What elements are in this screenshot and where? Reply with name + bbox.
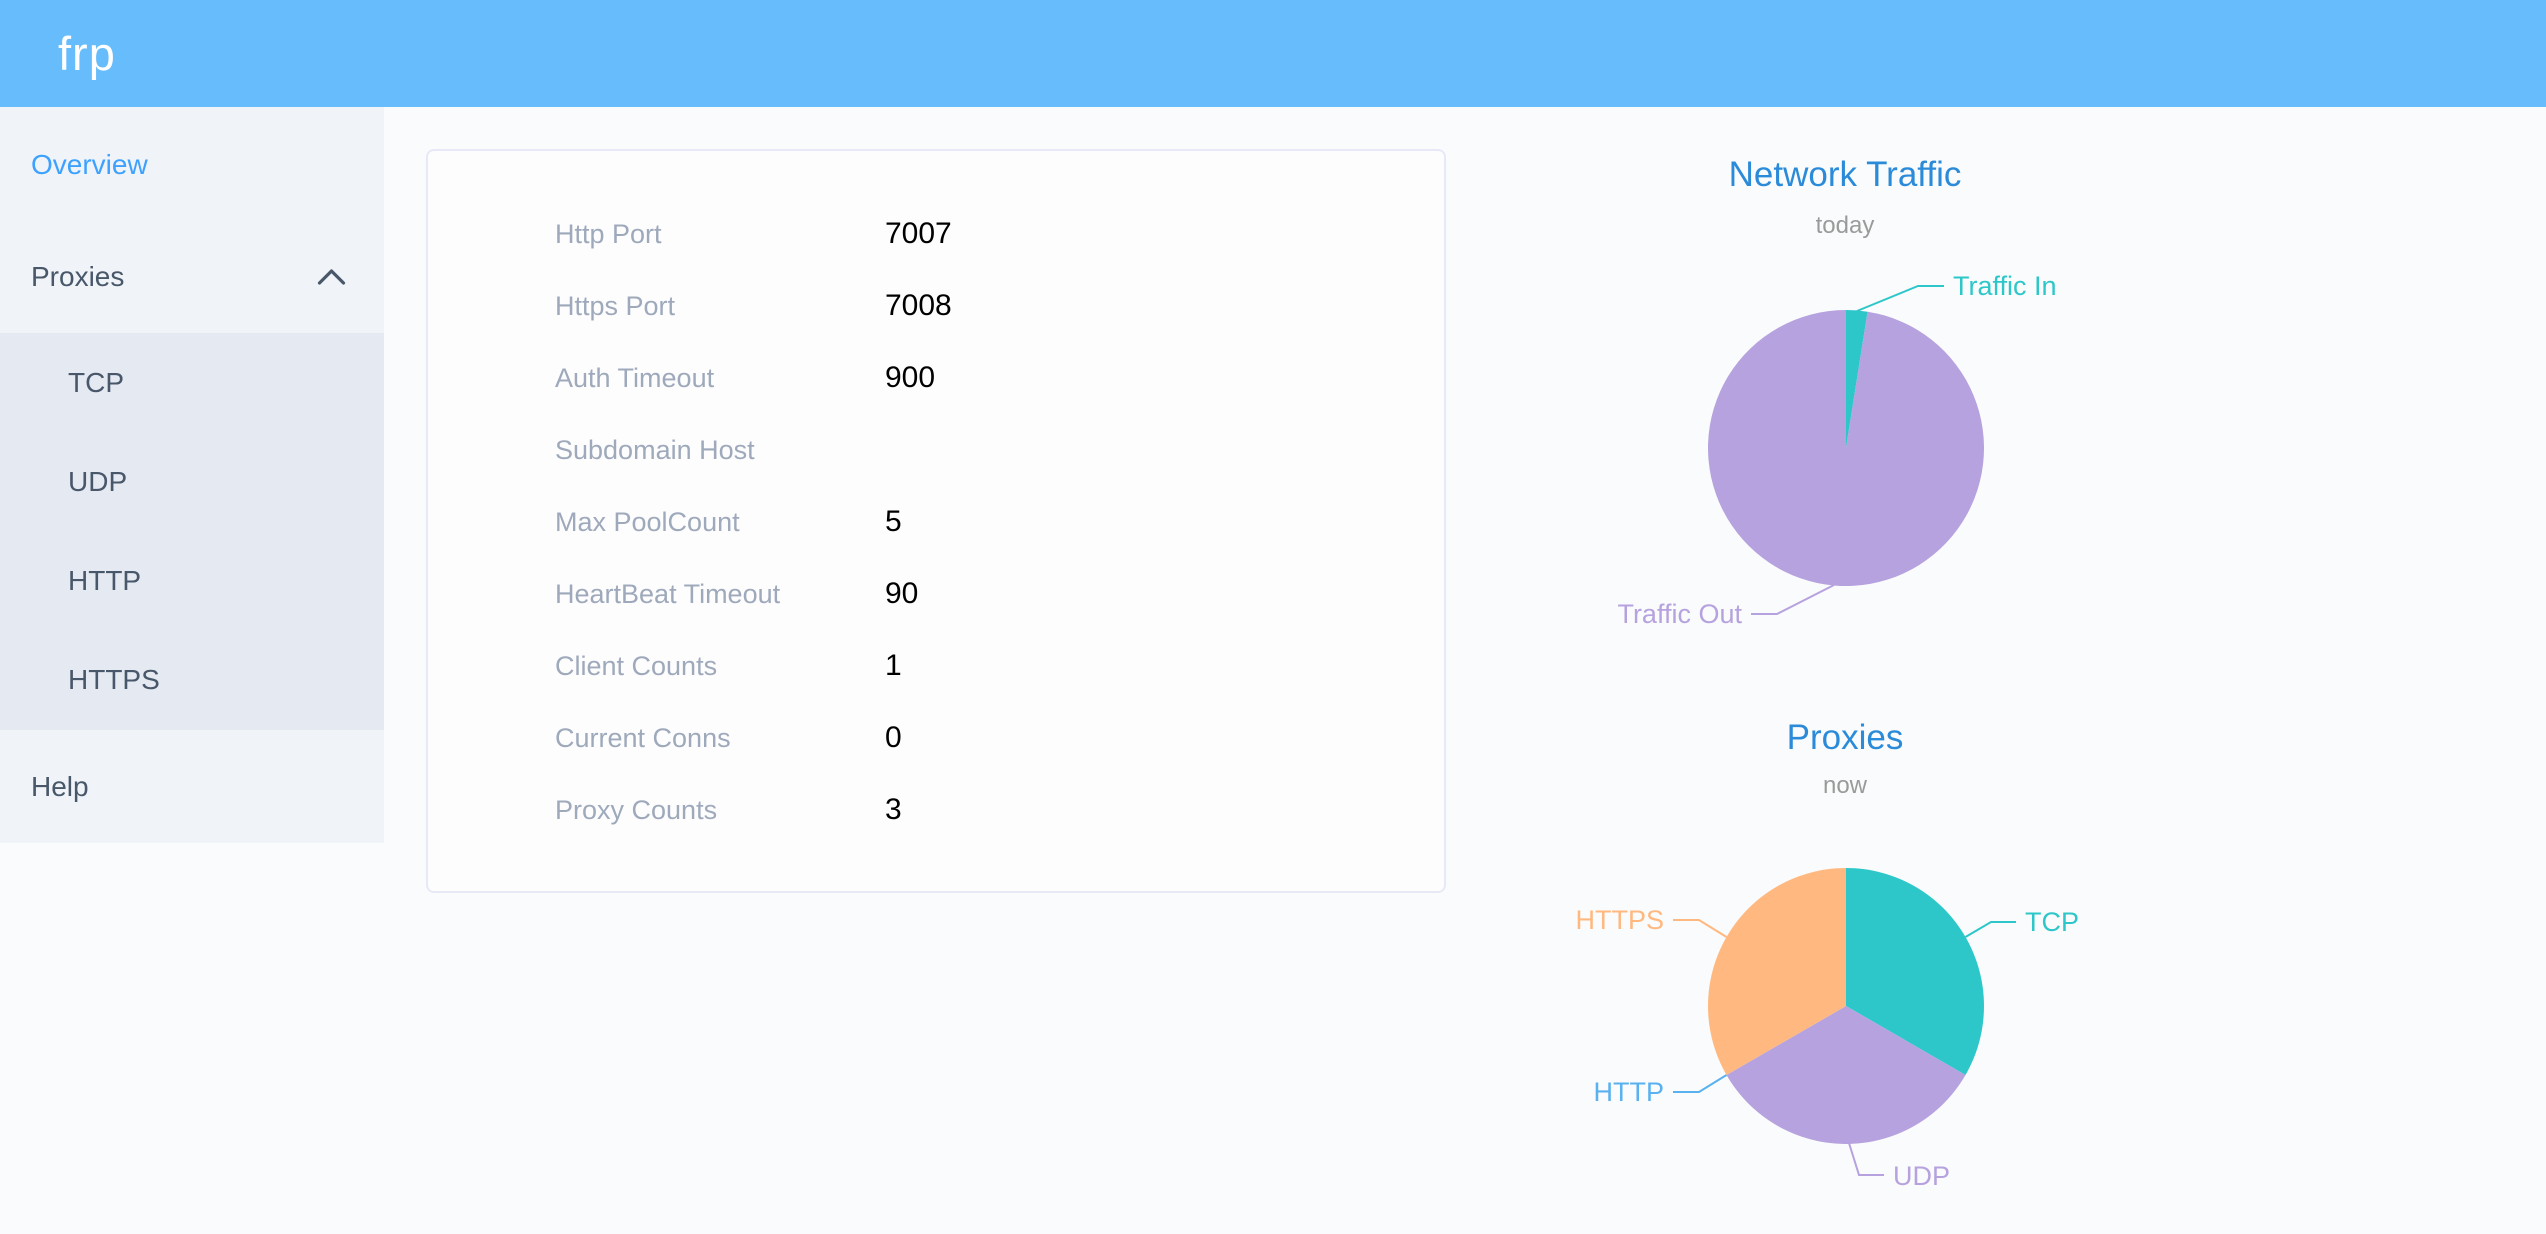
row-value: 7007	[885, 217, 952, 250]
pie-slice-https[interactable]	[1708, 868, 1846, 1075]
label-line-udp	[1848, 1142, 1884, 1176]
pie-label-udp: UDP	[1893, 1161, 1950, 1191]
row-value: 0	[885, 721, 902, 754]
pie-label-tcp: TCP	[2025, 907, 2079, 937]
pie-label-traffic-out: Traffic Out	[1617, 599, 1742, 629]
label-line-http	[1673, 1074, 1728, 1093]
sidebar-item-label: UDP	[68, 465, 128, 497]
row-value: 5	[885, 505, 902, 538]
pie-slice-traffic-out[interactable]	[1708, 310, 1985, 586]
table-row: Subdomain Host	[428, 414, 1444, 486]
row-label: Max PoolCount	[555, 506, 740, 537]
proxies-title: Proxies	[1786, 718, 1904, 757]
pie-slice-tcp[interactable]	[1846, 868, 1984, 1075]
pie-label-http: HTTP	[1594, 1077, 1665, 1107]
proxies-submenu: TCP UDP HTTP HTTPS	[0, 333, 384, 730]
row-value: 90	[885, 577, 919, 610]
sidebar-item-overview[interactable]: Overview	[0, 109, 384, 221]
row-label: Current Conns	[555, 722, 731, 753]
chevron-up-icon	[317, 269, 346, 285]
network-traffic-pie: Traffic In Traffic Out	[1617, 271, 2056, 629]
sidebar-item-proxies[interactable]: Proxies	[0, 221, 384, 333]
label-line-traffic-in	[1856, 285, 1944, 312]
pie-slice-traffic-in[interactable]	[1846, 310, 1868, 448]
sidebar-item-udp[interactable]: UDP	[0, 432, 384, 531]
label-line-https	[1673, 919, 1728, 938]
proxies-pie: TCP HTTPS HTTP UDP	[1575, 868, 2079, 1191]
row-label: Proxy Counts	[555, 794, 718, 825]
server-info-card: Http Port 7007 Https Port 7008 Auth Time…	[426, 149, 1446, 893]
pie-charts-canvas: Traffic In Traffic Out TCP HTTPS HTTP UD…	[1575, 271, 2079, 1191]
table-row: Https Port 7008	[428, 270, 1444, 342]
row-label: Http Port	[555, 218, 662, 249]
app-header: frp	[0, 0, 2546, 107]
sidebar-item-tcp[interactable]: TCP	[0, 333, 384, 432]
label-line-tcp	[1964, 921, 2016, 938]
proxies-subtitle: now	[1822, 772, 1868, 799]
label-line-traffic-out	[1751, 584, 1835, 615]
row-value: 7008	[885, 289, 952, 322]
pie-label-traffic-in: Traffic In	[1953, 271, 2057, 301]
row-value: 3	[885, 793, 902, 826]
sidebar-item-label: Overview	[31, 149, 148, 180]
sidebar-item-http[interactable]: HTTP	[0, 531, 384, 630]
sidebar-item-label: Proxies	[31, 261, 125, 292]
table-row: Auth Timeout 900	[428, 342, 1444, 414]
row-label: HeartBeat Timeout	[555, 578, 781, 609]
table-row: Http Port 7007	[428, 198, 1444, 270]
sidebar-item-label: TCP	[68, 366, 124, 398]
row-label: Subdomain Host	[555, 434, 755, 465]
sidebar-item-help[interactable]: Help	[0, 730, 384, 843]
sidebar: Overview Proxies TCP UDP HTTP HTTPS Help	[0, 107, 384, 843]
network-traffic-subtitle: today	[1815, 212, 1875, 239]
row-value: 1	[885, 649, 902, 682]
sidebar-item-label: HTTPS	[68, 663, 160, 695]
app-logo: frp	[58, 27, 116, 80]
pie-slice-udp[interactable]	[1726, 1006, 1966, 1144]
table-row: Current Conns 0	[428, 702, 1444, 774]
network-traffic-title: Network Traffic	[1728, 155, 1962, 194]
pie-label-https: HTTPS	[1575, 905, 1664, 935]
row-label: Https Port	[555, 290, 676, 321]
table-row: Client Counts 1	[428, 630, 1444, 702]
table-row: Proxy Counts 3	[428, 774, 1444, 846]
sidebar-item-https[interactable]: HTTPS	[0, 630, 384, 729]
table-row: Max PoolCount 5	[428, 486, 1444, 558]
row-label: Client Counts	[555, 650, 718, 681]
table-row: HeartBeat Timeout 90	[428, 558, 1444, 630]
sidebar-item-label: Help	[31, 770, 89, 802]
row-value: 900	[885, 361, 936, 394]
sidebar-item-label: HTTP	[68, 564, 142, 596]
row-label: Auth Timeout	[555, 362, 715, 393]
